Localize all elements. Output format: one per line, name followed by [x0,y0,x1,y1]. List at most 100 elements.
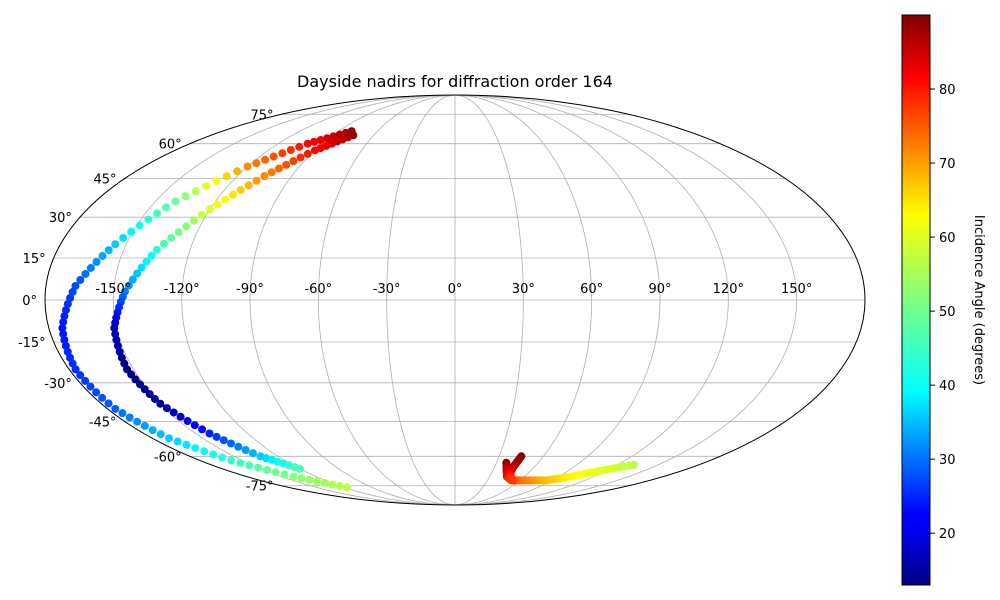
y-tick-label: 60° [159,138,182,153]
colorbar-tick-label: 60 [939,231,956,246]
data-point [234,442,243,451]
data-point [189,216,198,225]
data-point [118,409,127,418]
data-point [212,177,221,186]
data-point [173,437,182,446]
data-point [169,408,178,417]
data-point [92,258,101,266]
x-tick-labels: -150° -120° -90° -60° -30° 0° 30° 60° 90° 120° 150… [95,282,812,297]
data-point [59,330,68,339]
data-point [233,167,242,176]
data-point [60,312,69,321]
data-point [213,200,222,209]
data-point [305,475,314,484]
data-point [125,413,134,422]
data-point [190,421,199,430]
data-point [310,146,319,155]
data-point [328,480,337,489]
data-point [156,399,165,408]
data-point [162,203,171,212]
data-point [296,464,305,473]
x-tick-label: -120° [164,282,200,297]
data-point [148,426,157,435]
data-point [245,461,254,470]
data-point [136,380,145,389]
data-point [629,460,638,469]
data-point [59,318,68,327]
data-point [274,164,283,173]
data-point [278,149,287,158]
data-point [221,195,230,204]
data-point [212,432,221,441]
data-point [182,222,191,231]
data-point [111,240,120,249]
y-tick-label: -30° [44,377,72,392]
data-point [260,172,269,181]
data-point [162,404,171,413]
data-point [219,436,228,445]
colorbar-tick-label: 50 [939,305,956,320]
data-point [320,478,329,487]
data-point [124,281,133,290]
data-point [267,168,276,177]
data-point [127,227,136,236]
data-point [61,306,70,315]
data-point [303,149,312,158]
data-point [289,472,298,481]
data-point [68,287,77,296]
data-point [171,197,180,206]
data-point [133,417,142,426]
data-point [236,186,245,195]
x-tick-label: 90° [648,282,671,297]
data-points [58,127,638,492]
x-tick-label: 0° [448,282,463,297]
data-point [286,146,295,155]
data-point [174,228,183,237]
data-point [128,275,137,284]
data-point [63,300,72,309]
data-point [119,233,128,242]
data-point [137,263,146,272]
data-point [244,181,253,190]
data-point [252,176,261,185]
data-point [181,192,190,201]
data-point [92,388,101,397]
data-point [243,162,252,171]
colorbar-tick-label: 70 [939,157,956,172]
data-point [86,382,95,391]
data-point [335,481,344,490]
data-point [66,293,75,302]
data-point [205,429,214,438]
data-point [176,412,185,421]
data-point [296,153,305,162]
data-point [202,182,211,191]
data-point [241,445,250,454]
data-point [76,371,85,380]
data-point [98,393,107,402]
data-point [111,330,120,339]
colorbar-tick-label: 40 [939,379,956,394]
data-point [71,281,80,290]
map-area: -150° -120° -90° -60° -30° 0° 30° 60° 90° 120° 150… [18,94,866,506]
data-point [104,399,113,408]
data-point [271,468,280,477]
chart-title: Dayside nadirs for diffraction order 164 [297,72,613,91]
data-point [142,257,151,266]
gridlines [45,95,865,505]
data-point [135,221,144,230]
data-point [198,425,207,434]
colorbar-tick-label: 20 [939,527,956,542]
data-point [150,394,159,403]
x-tick-label: 150° [781,282,812,297]
data-point [98,252,107,261]
data-point [280,470,289,479]
x-tick-label: -60° [304,282,332,297]
data-point [205,205,214,214]
colorbar: 20 30 40 50 60 70 80 Incidence Angle (degrees) [901,14,986,586]
y-tick-label: -45° [89,415,117,430]
data-point [191,187,200,196]
x-tick-label: 60° [580,282,603,297]
data-point [261,155,270,164]
data-point [167,233,176,242]
